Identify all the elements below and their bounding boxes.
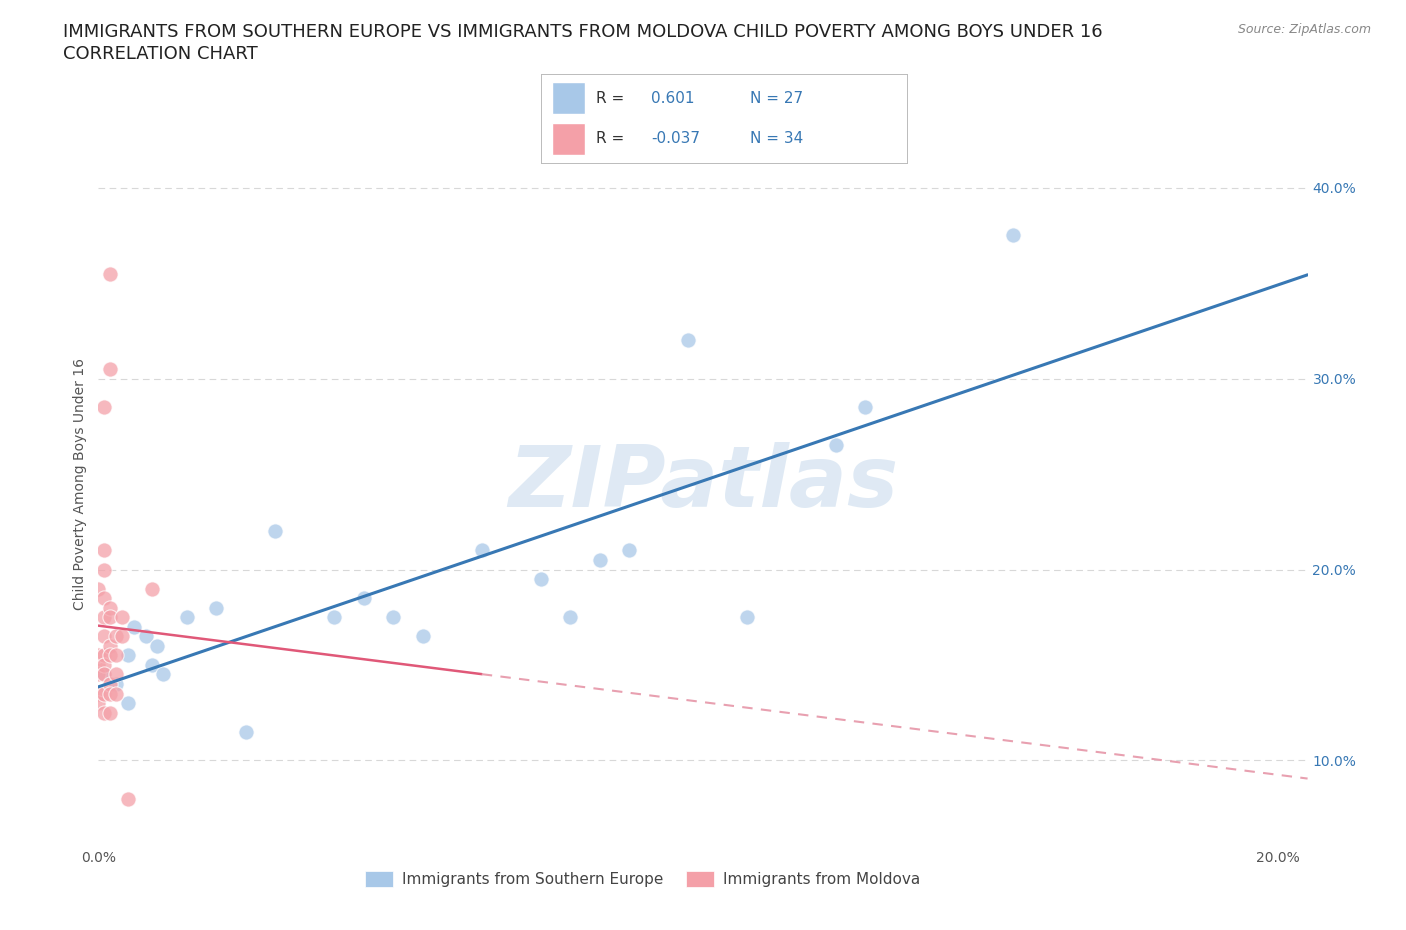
Point <box>1001 228 1024 243</box>
Point <box>589 552 612 567</box>
Point <box>93 667 115 682</box>
Point <box>98 266 121 281</box>
Point <box>619 543 641 558</box>
Point <box>98 677 121 692</box>
Point <box>93 562 115 577</box>
Point <box>93 667 115 682</box>
Point <box>93 543 115 558</box>
Y-axis label: Child Poverty Among Boys Under 16: Child Poverty Among Boys Under 16 <box>73 358 87 609</box>
Point <box>98 610 121 625</box>
Point <box>105 648 128 663</box>
Point <box>105 686 128 701</box>
Point <box>152 667 174 682</box>
Point <box>93 658 115 672</box>
Text: R =: R = <box>596 131 630 146</box>
Point <box>93 686 115 701</box>
Point <box>135 629 157 644</box>
Text: Source: ZipAtlas.com: Source: ZipAtlas.com <box>1237 23 1371 36</box>
Point <box>735 610 758 625</box>
Point <box>824 438 846 453</box>
Text: N = 27: N = 27 <box>749 91 803 106</box>
Text: ZIPatlas: ZIPatlas <box>508 442 898 525</box>
Point <box>117 696 139 711</box>
Point <box>353 591 375 605</box>
Point <box>87 658 110 672</box>
Point <box>105 667 128 682</box>
Text: 0.601: 0.601 <box>651 91 695 106</box>
Point <box>87 696 110 711</box>
Point <box>87 648 110 663</box>
Point <box>93 705 115 720</box>
Point <box>87 686 110 701</box>
FancyBboxPatch shape <box>553 123 585 154</box>
Point <box>111 629 134 644</box>
Point <box>117 648 139 663</box>
Point <box>471 543 494 558</box>
Point <box>141 581 163 596</box>
Point <box>105 629 128 644</box>
Point <box>93 629 115 644</box>
Point <box>98 686 121 701</box>
Point <box>530 572 553 587</box>
Point <box>93 648 115 663</box>
Point <box>98 705 121 720</box>
Point <box>853 400 876 415</box>
Point <box>678 333 700 348</box>
Point <box>235 724 257 739</box>
Point <box>560 610 582 625</box>
Point <box>105 677 128 692</box>
FancyBboxPatch shape <box>553 83 585 114</box>
Point <box>87 667 110 682</box>
Point <box>141 658 163 672</box>
Point <box>111 610 134 625</box>
Point <box>205 600 228 615</box>
Point <box>98 638 121 653</box>
Text: IMMIGRANTS FROM SOUTHERN EUROPE VS IMMIGRANTS FROM MOLDOVA CHILD POVERTY AMONG B: IMMIGRANTS FROM SOUTHERN EUROPE VS IMMIG… <box>63 23 1102 41</box>
Point <box>98 600 121 615</box>
Point <box>93 610 115 625</box>
Point <box>412 629 434 644</box>
Point <box>146 638 169 653</box>
Point <box>264 524 287 538</box>
Point <box>117 791 139 806</box>
Point <box>176 610 198 625</box>
Point <box>323 610 346 625</box>
Text: N = 34: N = 34 <box>749 131 803 146</box>
Point <box>98 648 121 663</box>
Point <box>98 362 121 377</box>
Point <box>382 610 405 625</box>
Point <box>122 619 145 634</box>
Point <box>87 581 110 596</box>
Text: -0.037: -0.037 <box>651 131 700 146</box>
Text: R =: R = <box>596 91 630 106</box>
Point <box>93 400 115 415</box>
Point <box>93 591 115 605</box>
Legend: Immigrants from Southern Europe, Immigrants from Moldova: Immigrants from Southern Europe, Immigra… <box>359 865 927 893</box>
Text: CORRELATION CHART: CORRELATION CHART <box>63 45 259 62</box>
